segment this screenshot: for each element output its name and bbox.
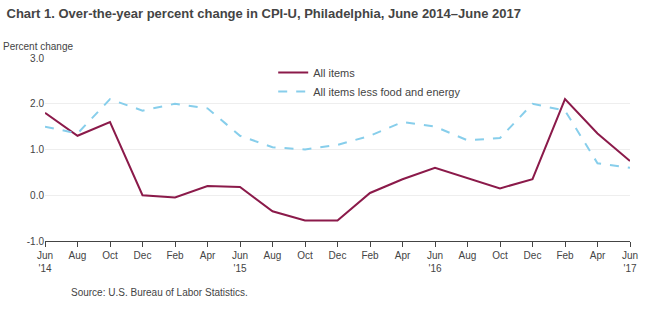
svg-text:Chart 1. Over-the-year percent: Chart 1. Over-the-year percent change in… [7, 6, 521, 21]
svg-text:Jun'14: Jun'14 [37, 250, 53, 274]
svg-text:Dec: Dec [524, 250, 542, 261]
svg-text:Feb: Feb [361, 250, 379, 261]
svg-text:Jun'16: Jun'16 [427, 250, 443, 274]
svg-text:Apr: Apr [395, 250, 411, 261]
svg-text:Feb: Feb [166, 250, 184, 261]
svg-text:-1.0: -1.0 [27, 236, 45, 247]
svg-text:All items: All items [313, 67, 355, 79]
svg-text:Source: U.S. Bureau of Labor S: Source: U.S. Bureau of Labor Statistics. [71, 287, 248, 298]
svg-text:Jun'15: Jun'15 [232, 250, 248, 274]
svg-text:Dec: Dec [134, 250, 152, 261]
svg-text:1.0: 1.0 [30, 144, 44, 155]
svg-text:0.0: 0.0 [30, 190, 44, 201]
svg-text:All items less food and energy: All items less food and energy [313, 86, 460, 98]
svg-text:Apr: Apr [200, 250, 216, 261]
svg-text:Aug: Aug [459, 250, 477, 261]
svg-text:Aug: Aug [264, 250, 282, 261]
svg-text:Oct: Oct [297, 250, 313, 261]
svg-text:3.0: 3.0 [30, 53, 44, 64]
svg-text:Apr: Apr [590, 250, 606, 261]
svg-text:Percent change: Percent change [3, 41, 73, 52]
svg-text:2.0: 2.0 [30, 98, 44, 109]
svg-text:Jun'17: Jun'17 [622, 250, 638, 274]
svg-text:Dec: Dec [329, 250, 347, 261]
svg-text:Oct: Oct [492, 250, 508, 261]
svg-text:Aug: Aug [69, 250, 87, 261]
svg-text:Feb: Feb [556, 250, 574, 261]
svg-text:Oct: Oct [102, 250, 118, 261]
